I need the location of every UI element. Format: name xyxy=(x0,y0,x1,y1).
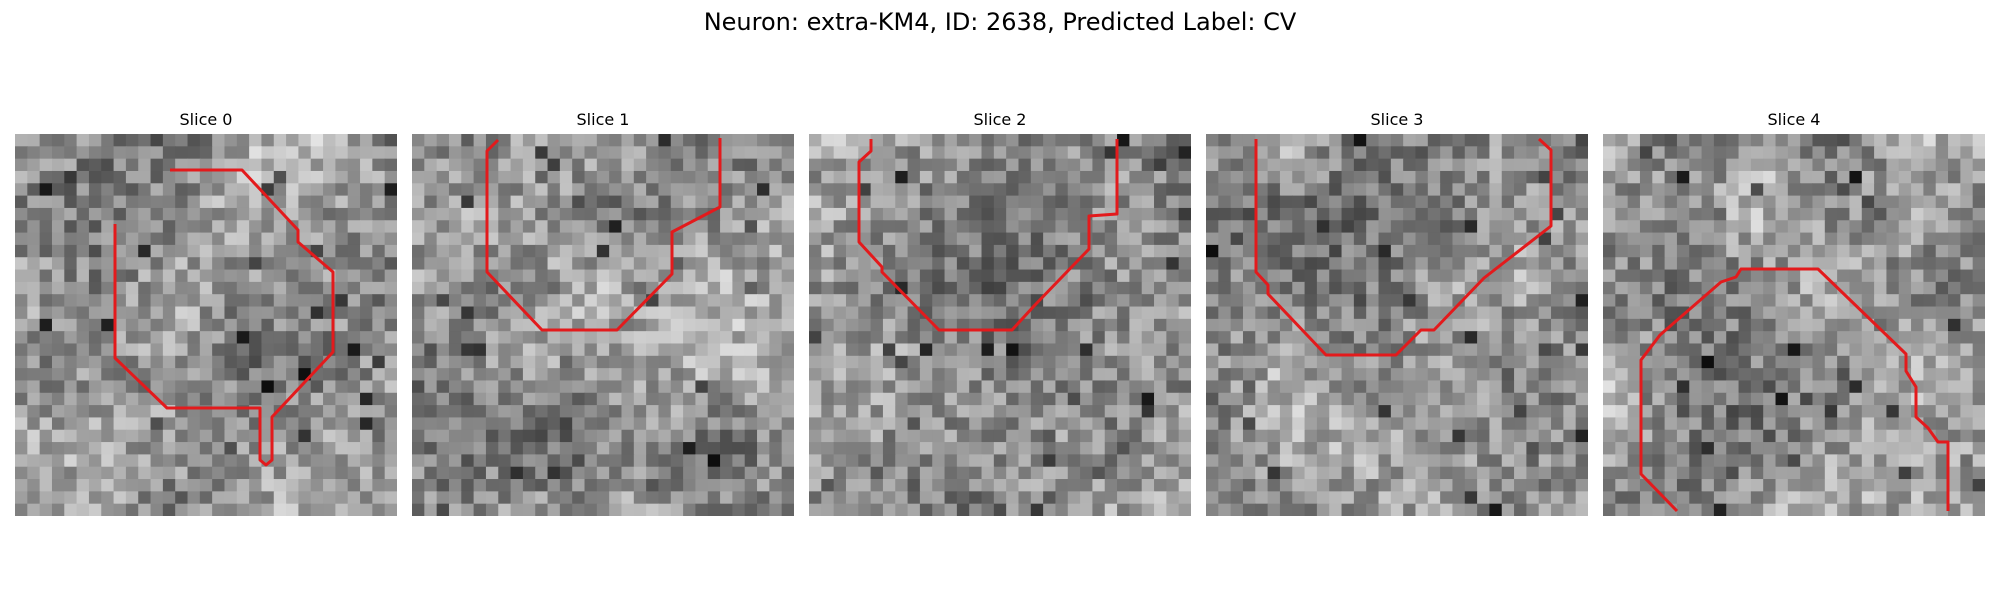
slice-panel-4: Slice 4 xyxy=(1603,108,1985,516)
slice-title: Slice 3 xyxy=(1370,110,1424,129)
figure-title: Neuron: extra-KM4, ID: 2638, Predicted L… xyxy=(703,8,1297,36)
slice-image xyxy=(809,134,1191,516)
contour-line xyxy=(857,139,1119,332)
contour-line xyxy=(1254,137,1553,357)
slice-title: Slice 4 xyxy=(1767,110,1821,129)
slice-panel-3: Slice 3 xyxy=(1206,108,1588,516)
slice-image xyxy=(1206,134,1588,516)
slice-panel-2: Slice 2 xyxy=(809,108,1191,516)
contour-line xyxy=(485,138,722,332)
slice-image xyxy=(412,134,794,516)
slice-image xyxy=(1603,134,1985,516)
slice-title: Slice 1 xyxy=(576,110,630,129)
contour-line xyxy=(113,168,335,467)
slice-panel-1: Slice 1 xyxy=(412,108,794,516)
slice-title: Slice 0 xyxy=(179,110,233,129)
slice-panel-0: Slice 0 xyxy=(15,108,397,516)
slice-title: Slice 2 xyxy=(973,110,1027,129)
slice-image xyxy=(15,134,397,516)
contour-line xyxy=(1639,267,1950,513)
